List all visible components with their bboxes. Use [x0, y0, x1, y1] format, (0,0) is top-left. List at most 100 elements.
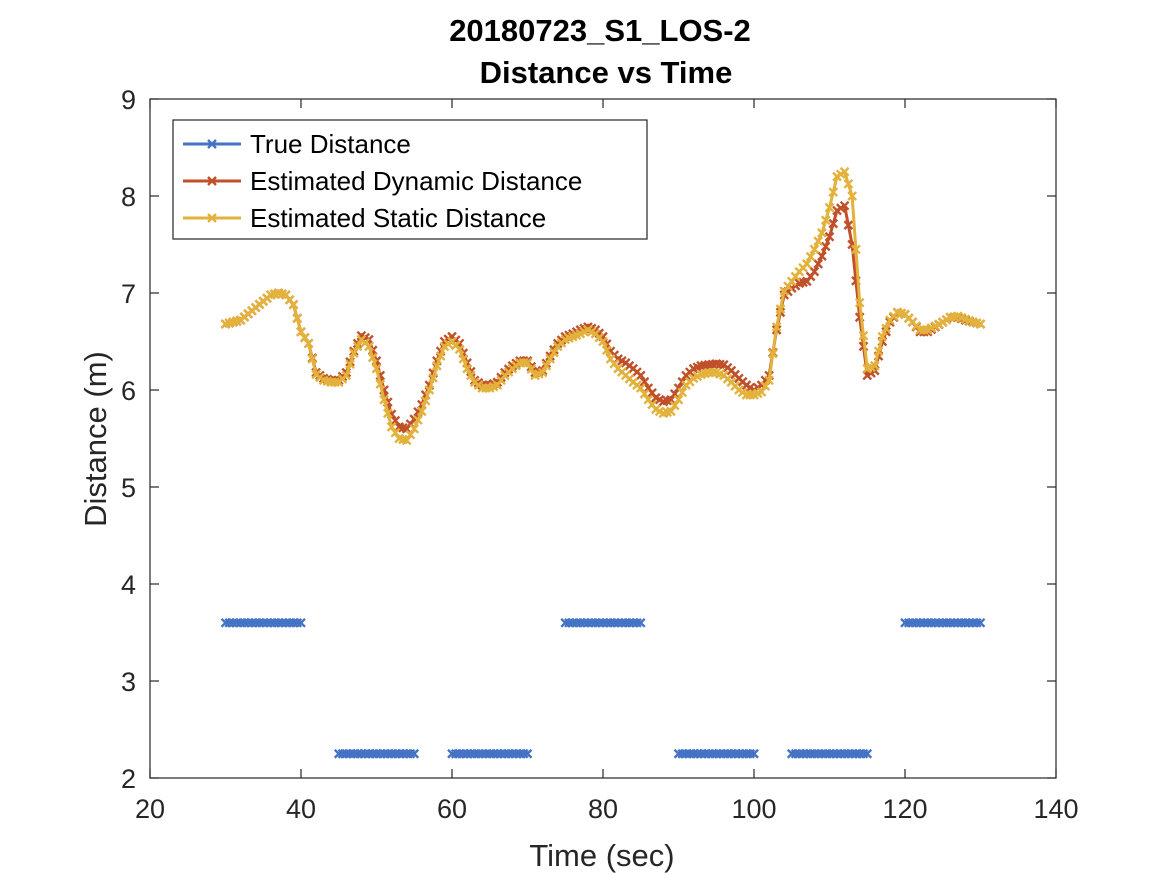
- estimated-static-distance-point: [673, 394, 684, 405]
- estimated-static-distance-point: [405, 429, 416, 440]
- estimated-static-distance-point: [303, 338, 314, 349]
- x-tick-label: 100: [731, 794, 776, 824]
- estimated-static-distance-point: [375, 379, 386, 390]
- estimated-static-distance-point: [809, 244, 820, 255]
- estimated-static-distance-point: [367, 352, 378, 363]
- estimated-static-distance-point: [847, 191, 857, 201]
- estimated-static-distance-point: [352, 341, 363, 352]
- estimated-static-distance-point: [413, 415, 423, 425]
- estimated-static-distance-point: [424, 385, 435, 395]
- y-tick-label: 2: [121, 764, 136, 794]
- estimated-static-distance-point: [635, 383, 646, 393]
- x-tick-label: 80: [588, 794, 618, 824]
- legend-entry: True Distance: [183, 129, 411, 159]
- x-axis-label: Time (sec): [529, 838, 674, 873]
- y-axis-label: Distance (m): [78, 351, 113, 527]
- true-distance-point: [522, 748, 533, 759]
- x-tick-label: 20: [135, 794, 165, 824]
- estimated-static-distance-point: [454, 344, 465, 355]
- estimated-static-distance-point: [371, 363, 382, 374]
- estimated-static-distance-point: [409, 423, 420, 434]
- legend-marker-sample: [207, 213, 217, 223]
- estimated-static-distance-point: [526, 364, 537, 374]
- estimated-static-distance-point: [364, 341, 374, 352]
- y-tick-label: 5: [121, 473, 136, 503]
- estimated-static-distance-point: [820, 215, 831, 226]
- estimated-static-distance-point: [299, 332, 310, 343]
- legend-entry: Estimated Static Distance: [183, 203, 546, 233]
- estimated-static-distance-point: [975, 319, 986, 329]
- legend-entry: Estimated Dynamic Distance: [183, 166, 582, 196]
- estimated-static-distance-point: [843, 179, 854, 189]
- y-tick-label: 6: [121, 376, 136, 406]
- estimated-static-distance-point: [858, 330, 869, 341]
- estimated-static-distance-point: [824, 202, 835, 213]
- estimated-static-distance-point: [428, 373, 438, 383]
- estimated-static-distance-point: [292, 313, 303, 324]
- x-tick-label: 60: [437, 794, 467, 824]
- estimated-dynamic-distance-point: [824, 231, 835, 242]
- estimated-static-distance-point: [881, 323, 891, 334]
- estimated-static-distance-point: [401, 435, 412, 446]
- estimated-static-distance-point: [805, 251, 816, 262]
- estimated-static-distance-point: [764, 375, 774, 386]
- legend-marker-sample: [207, 176, 217, 186]
- estimated-static-distance-point: [345, 359, 355, 370]
- estimated-static-distance-point: [839, 166, 850, 177]
- true-distance-point: [409, 748, 420, 759]
- estimated-static-distance-point: [288, 299, 299, 310]
- estimated-static-distance-point: [854, 297, 865, 308]
- legend-label: True Distance: [250, 129, 411, 159]
- estimated-static-distance-point: [349, 348, 359, 358]
- true-distance-point: [296, 617, 306, 628]
- estimated-static-distance-point: [813, 236, 824, 246]
- chart-subtitle: Distance vs Time: [480, 55, 733, 90]
- y-tick-label: 9: [121, 85, 136, 115]
- estimated-dynamic-distance-point: [809, 266, 820, 277]
- estimated-static-distance-point: [760, 381, 771, 391]
- estimated-static-distance-point: [869, 360, 880, 371]
- estimated-static-distance-point: [771, 322, 782, 332]
- estimated-static-distance-point: [598, 336, 608, 347]
- legend-label: Estimated Static Distance: [250, 203, 546, 233]
- estimated-static-distance-point: [382, 408, 393, 419]
- legend: True Distance Estimated Dynamic Distance E…: [172, 119, 648, 240]
- true-distance-point: [635, 617, 646, 628]
- estimated-dynamic-distance-point: [390, 415, 401, 426]
- estimated-static-distance-point: [390, 427, 401, 438]
- estimated-static-distance-point: [341, 370, 352, 381]
- estimated-dynamic-distance-point: [820, 241, 831, 252]
- estimated-static-distance-point: [545, 354, 555, 364]
- estimated-static-distance-point: [379, 394, 389, 405]
- estimated-static-distance-point: [466, 370, 476, 381]
- estimated-static-distance-point: [420, 395, 431, 406]
- plot-area: 20 40 60 80 100 120 140 2 3 4 5 6 7 8 9: [121, 85, 1079, 824]
- estimated-static-distance-point: [386, 422, 397, 432]
- estimated-static-distance-point: [877, 331, 888, 342]
- estimated-dynamic-distance-point: [639, 376, 650, 387]
- y-tick-label: 3: [121, 667, 136, 697]
- true-distance-point: [862, 748, 873, 759]
- estimated-static-distance-point: [416, 406, 427, 417]
- estimated-static-distance-point: [669, 400, 680, 411]
- estimated-static-distance-point: [873, 346, 884, 357]
- x-tick-label: 40: [286, 794, 316, 824]
- estimated-static-distance-point: [828, 187, 839, 197]
- estimated-static-distance-point: [851, 244, 861, 255]
- y-tick-label: 8: [121, 182, 136, 212]
- estimated-dynamic-distance-point: [843, 220, 854, 230]
- estimated-static-distance-point: [666, 406, 676, 417]
- y-tick-label: 4: [121, 570, 136, 600]
- estimated-static-distance-point: [435, 351, 446, 361]
- estimated-static-distance-point: [775, 304, 786, 314]
- estimated-dynamic-distance-point: [839, 200, 850, 211]
- estimated-static-distance-point: [802, 259, 812, 269]
- true-distance-point: [975, 617, 986, 628]
- legend-marker-sample: [207, 139, 217, 149]
- estimated-static-distance-point: [462, 363, 472, 374]
- y-tick-label: 7: [121, 279, 136, 309]
- chart-title: 20180723_S1_LOS-2: [449, 13, 751, 48]
- estimated-static-distance-point: [432, 360, 442, 371]
- legend-box: [172, 119, 648, 240]
